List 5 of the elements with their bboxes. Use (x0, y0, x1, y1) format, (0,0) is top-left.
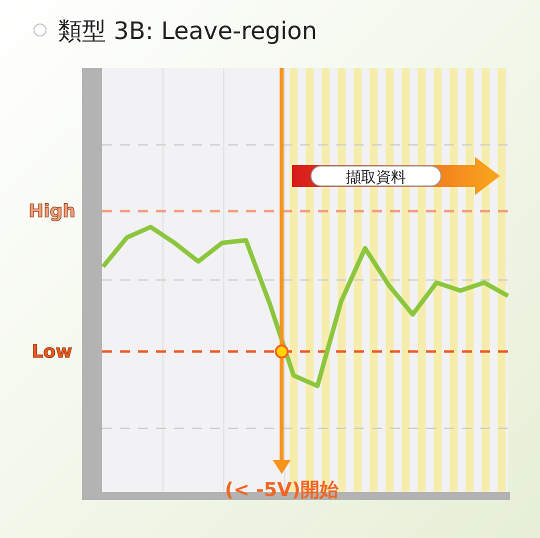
chart-title: 類型 3B: Leave-region (58, 17, 318, 45)
ref-line-label: Low (32, 342, 72, 363)
annotation: (< -5V)開始 (224, 479, 340, 501)
ref-line-label: High (28, 201, 76, 222)
text: 擷取資料 (346, 168, 406, 186)
